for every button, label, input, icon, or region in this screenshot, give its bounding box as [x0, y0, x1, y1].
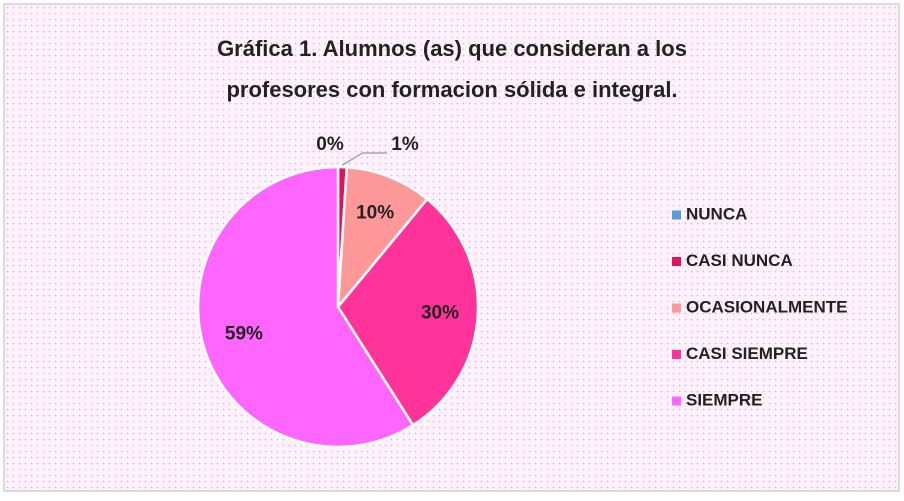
data-label: 1% [391, 134, 419, 155]
data-label: 59% [225, 323, 263, 344]
pie-slice [336, 165, 429, 311]
legend-label: NUNCA [686, 204, 747, 223]
legend-swatch [672, 396, 681, 406]
legend-swatch [672, 257, 681, 266]
legend-swatch [672, 303, 681, 313]
data-label: 0% [316, 134, 344, 155]
legend-label: CASI NUNCA [686, 251, 793, 270]
pie-slice [336, 197, 480, 427]
legend-swatch [672, 350, 681, 359]
legend-label: OCASIONALMENTE [686, 297, 848, 316]
data-label: 30% [421, 302, 459, 323]
legend-label: CASI SIEMPRE [686, 344, 808, 363]
legend-swatch [672, 210, 681, 220]
legend-label: SIEMPRE [686, 390, 763, 409]
data-label: 10% [356, 202, 394, 223]
pie-slice [196, 165, 415, 449]
leader-line [342, 152, 387, 166]
chart-title: Gráfica 1. Alumnos (as) que consideran a… [217, 36, 687, 61]
chart-title: profesores con formacion sólida e integr… [226, 77, 677, 102]
